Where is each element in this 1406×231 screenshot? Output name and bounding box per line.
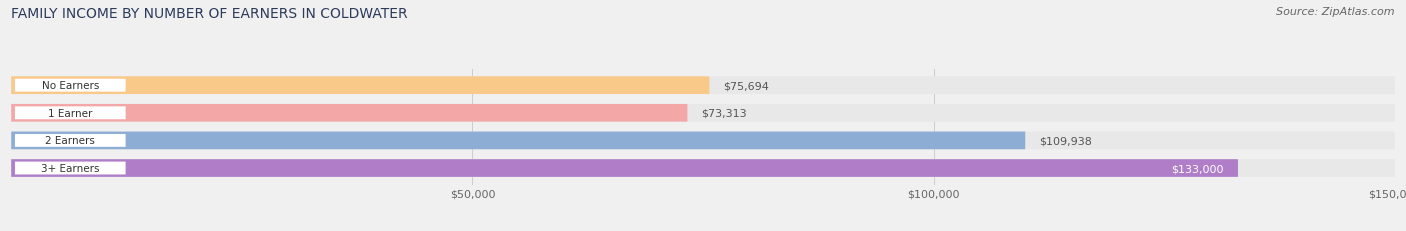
FancyBboxPatch shape [11,104,1395,122]
FancyBboxPatch shape [11,77,710,95]
FancyBboxPatch shape [11,159,1237,177]
Text: Source: ZipAtlas.com: Source: ZipAtlas.com [1277,7,1395,17]
Text: $73,313: $73,313 [702,108,747,118]
FancyBboxPatch shape [15,79,125,92]
FancyBboxPatch shape [11,159,1395,177]
Text: $133,000: $133,000 [1171,163,1225,173]
Text: $75,694: $75,694 [723,81,769,91]
FancyBboxPatch shape [15,134,125,147]
Text: 2 Earners: 2 Earners [45,136,96,146]
Text: FAMILY INCOME BY NUMBER OF EARNERS IN COLDWATER: FAMILY INCOME BY NUMBER OF EARNERS IN CO… [11,7,408,21]
FancyBboxPatch shape [15,162,125,175]
FancyBboxPatch shape [11,77,1395,95]
FancyBboxPatch shape [11,104,688,122]
FancyBboxPatch shape [15,107,125,120]
Text: 3+ Earners: 3+ Earners [41,163,100,173]
FancyBboxPatch shape [11,132,1395,150]
Text: $109,938: $109,938 [1039,136,1092,146]
Text: No Earners: No Earners [42,81,98,91]
Text: 1 Earner: 1 Earner [48,108,93,118]
FancyBboxPatch shape [11,132,1025,150]
